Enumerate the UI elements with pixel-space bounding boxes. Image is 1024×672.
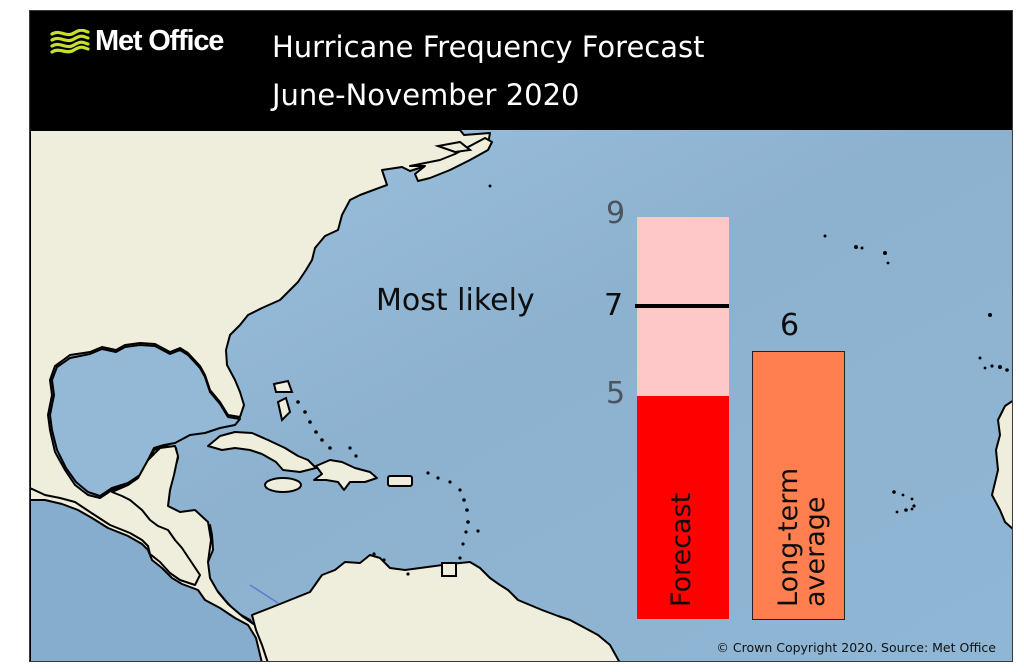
page-title: Hurricane Frequency Forecast: [272, 30, 705, 64]
forecast-lower-value: 5: [606, 376, 626, 411]
map-background: [30, 130, 1012, 661]
infographic-frame: Met Office Hurricane Frequency Forecast …: [29, 10, 1013, 662]
pacific-water: [30, 499, 263, 661]
met-office-waves-icon: [50, 28, 90, 54]
africa-land: [991, 400, 1012, 530]
most-likely-label: Most likely: [376, 283, 535, 318]
forecast-most-likely-value: 7: [604, 288, 624, 323]
long-term-average-bar-label: Long-term average: [773, 467, 831, 607]
met-office-logo: Met Office: [50, 25, 224, 57]
atlantic-map: [30, 130, 1012, 661]
most-likely-marker: [635, 304, 729, 308]
lta-label-line1: Long-term: [773, 467, 804, 607]
header-banner: Met Office Hurricane Frequency Forecast …: [30, 11, 1012, 130]
forecast-upper-value: 9: [606, 196, 626, 231]
logo-text: Met Office: [95, 25, 224, 57]
copyright-notice: © Crown Copyright 2020. Source: Met Offi…: [716, 640, 996, 655]
cuba: [207, 431, 317, 473]
forecast-bar: [637, 396, 729, 619]
lta-label-line2: average: [800, 496, 831, 607]
forecast-bar-label: Forecast: [666, 492, 697, 607]
long-term-average-value: 6: [780, 308, 800, 343]
gulf-of-mexico-water: [49, 344, 241, 497]
long-term-average-bar: [752, 351, 845, 620]
hispaniola: [313, 459, 378, 491]
page-subtitle: June-November 2020: [272, 78, 580, 112]
south-america-land: [251, 554, 621, 661]
